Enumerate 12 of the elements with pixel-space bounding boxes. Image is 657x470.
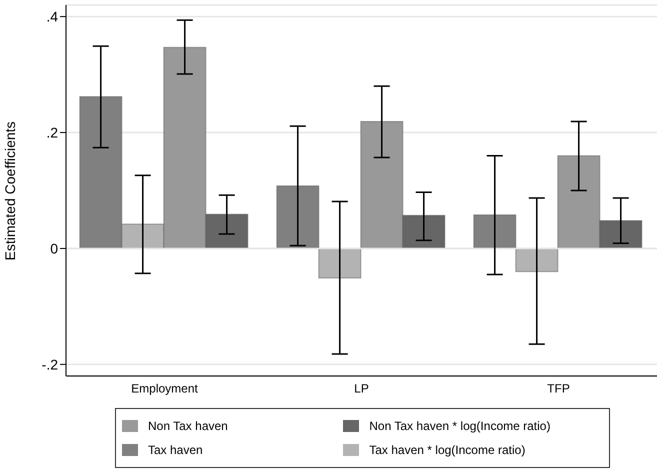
y-tick-label: .2 bbox=[46, 124, 58, 140]
x-tick-label: TFP bbox=[547, 382, 570, 396]
y-axis-title: Estimated Coefficients bbox=[2, 121, 18, 260]
legend-label: Non Tax haven bbox=[148, 419, 228, 433]
x-tick-label: Employment bbox=[131, 382, 199, 396]
x-tick-label: LP bbox=[354, 382, 369, 396]
y-tick-label: -.2 bbox=[42, 356, 58, 372]
legend-label: Tax haven * log(Income ratio) bbox=[369, 443, 526, 457]
y-tick-label: .4 bbox=[46, 8, 58, 25]
y-tick-label: 0 bbox=[50, 240, 58, 256]
legend-label: Non Tax haven * log(Income ratio) bbox=[369, 419, 550, 433]
legend-label: Tax haven bbox=[148, 443, 203, 457]
